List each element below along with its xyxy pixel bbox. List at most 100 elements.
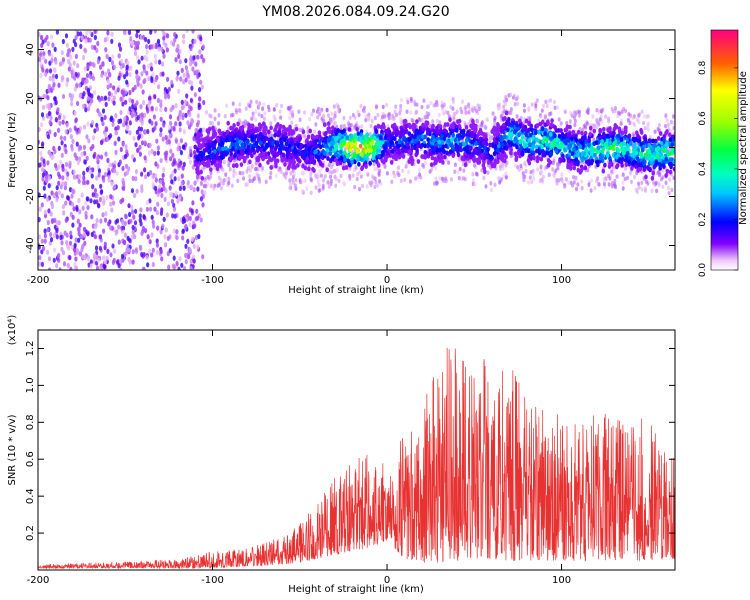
spectrogram-cell (52, 257, 56, 263)
spectrogram-cell (175, 229, 179, 235)
spectrogram-cell (61, 57, 66, 63)
spectrogram-cell (154, 121, 158, 127)
spectrogram-cell (103, 114, 107, 121)
spectrogram-cell (336, 108, 340, 114)
spectrogram-cell (462, 176, 465, 181)
spectrogram-cell (327, 113, 330, 118)
spectrogram-cell (173, 176, 177, 182)
spectrogram-cell (571, 183, 574, 188)
spectrogram-cell (119, 109, 123, 116)
spectrogram-cell (115, 170, 119, 176)
spectrogram-cell (184, 77, 188, 83)
spectrogram-cell (190, 85, 194, 91)
spectrogram-cell (323, 174, 327, 179)
spectrogram-cell (643, 126, 647, 131)
spectrogram-cell (196, 73, 200, 80)
spectrogram-cell (90, 231, 94, 238)
spectrogram-cell (439, 128, 443, 134)
spectrogram-cell (527, 138, 532, 144)
spectrogram-cell (51, 42, 55, 48)
spectrogram-cell (354, 166, 358, 171)
spectrogram-cell (127, 247, 131, 253)
spectrogram-cell (57, 114, 62, 120)
spectrogram-cell (138, 213, 142, 219)
spectrogram-cell (573, 118, 577, 124)
spectrogram-cell (182, 161, 186, 167)
spectrogram-cell (568, 124, 572, 130)
spectrogram-cell (118, 159, 122, 165)
spectrogram-cell (512, 93, 516, 99)
spectrogram-cell (92, 135, 96, 141)
spectrogram-cell (224, 172, 228, 177)
spectrogram-cell (513, 151, 518, 157)
spectrogram-cell (77, 178, 81, 184)
spectrogram-cell (99, 64, 103, 70)
spectrogram-cell (91, 192, 95, 198)
spectrogram-cell (121, 62, 125, 69)
spectrogram-cell (279, 169, 283, 174)
spectrogram-cell (150, 77, 154, 84)
spectrogram-cell (53, 96, 57, 102)
spectrogram-cell (617, 110, 621, 116)
spectrogram-cell (103, 241, 107, 247)
spectrogram-cell (48, 267, 52, 270)
spectrogram-cell (314, 185, 318, 190)
spectrogram-cell (87, 138, 91, 144)
spectrogram-cell (130, 204, 134, 210)
spectrogram-cell (348, 176, 352, 181)
spectrogram-cell (559, 121, 563, 126)
spectrogram-cell (176, 70, 180, 76)
spectrogram-cell (193, 180, 197, 186)
spectrogram-cell (189, 61, 193, 67)
spectrogram-cell (116, 87, 120, 93)
spectrogram-cell (309, 173, 313, 178)
spectrogram-cell (598, 129, 602, 134)
spectrogram-cell (88, 37, 92, 43)
spectrogram-cell (290, 120, 294, 125)
spectrogram-cell (117, 118, 121, 125)
spectrogram-cell (385, 129, 389, 135)
spectrogram-cell (188, 222, 192, 228)
spectrogram-cell (186, 120, 190, 126)
spectrogram-cell (85, 30, 89, 36)
spectrogram-cell (124, 99, 128, 105)
spectrogram-cell (590, 178, 594, 183)
spectrogram-cell (47, 110, 52, 117)
spectrogram-cell (51, 85, 55, 91)
spectrogram-cell (159, 116, 163, 122)
spectrogram-cell (183, 99, 187, 105)
spectrogram-cell (41, 167, 45, 173)
spectrogram-cell (209, 114, 213, 119)
spectrogram-cell (665, 168, 670, 174)
spectrogram-cell (60, 152, 64, 158)
spectrogram-cell (203, 148, 208, 153)
spectrogram-cell (44, 71, 48, 77)
spectrogram-cell (370, 139, 375, 145)
spectrogram-cell (112, 100, 116, 106)
spectrogram-cell (75, 247, 79, 254)
spectrogram-cell (155, 249, 159, 255)
spectrogram-cell (164, 106, 168, 112)
spectrogram-cell (208, 120, 212, 126)
spectrogram-cell (184, 259, 188, 265)
spectrogram-cell (428, 151, 433, 157)
spectrogram-cell (82, 124, 87, 130)
spectrogram-cell (473, 132, 477, 138)
spectrogram-cell (507, 117, 511, 122)
spectrogram-cell (47, 175, 52, 181)
spectrogram-cell (40, 261, 45, 267)
spectrogram-cell (335, 129, 339, 134)
spectrogram-cell (221, 146, 225, 152)
spectrogram-cell (375, 104, 378, 109)
spectrogram-cell (185, 93, 189, 99)
spectrogram-cell (196, 113, 200, 119)
spectrogram-cell (168, 114, 173, 120)
spectrogram-cell (82, 175, 86, 181)
spectrogram-cell (98, 234, 102, 240)
spectrogram-cell (46, 227, 50, 233)
spectrogram-cell (280, 157, 285, 162)
spectrogram-cell (231, 101, 235, 106)
spectrogram-cell (259, 147, 264, 153)
spectrogram-cell (421, 126, 426, 132)
spectrogram-cell (580, 130, 584, 136)
